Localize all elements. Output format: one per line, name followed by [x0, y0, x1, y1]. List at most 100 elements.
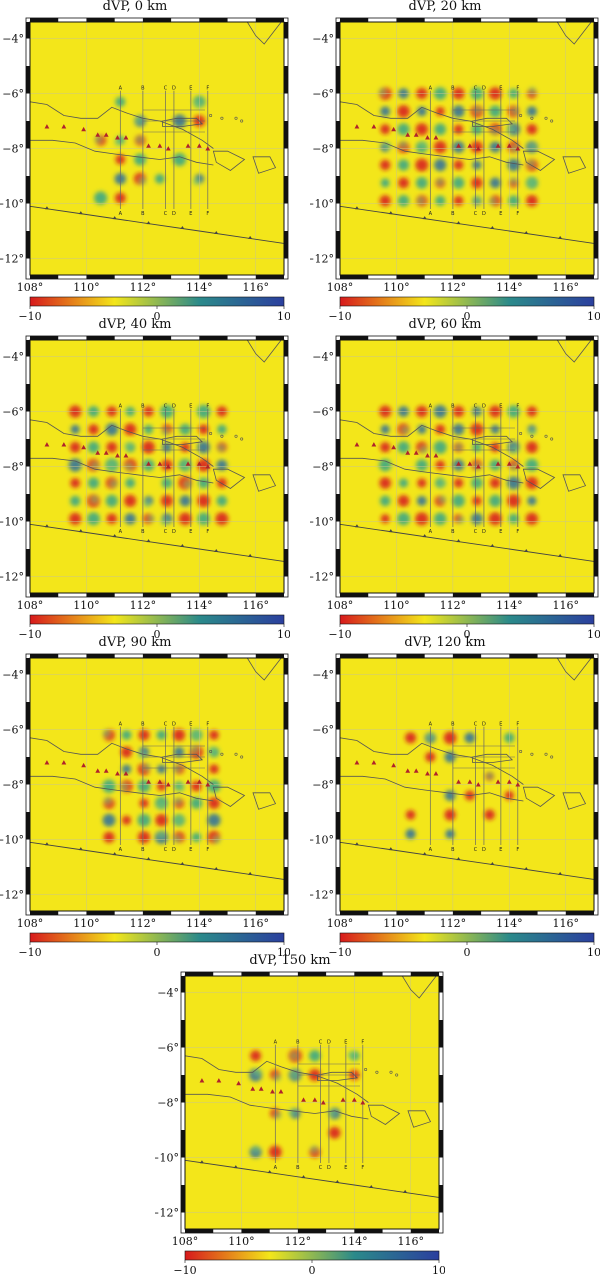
volcano-icon — [495, 461, 501, 466]
volcano-icon — [205, 146, 211, 151]
profile-label-bottom: E — [189, 211, 192, 217]
map-panel: dVP, 0 kmAABBCCDDEEFF−4°−6°−8°−10°−12°10… — [0, 0, 290, 320]
lat-tick-label: −10° — [310, 198, 334, 211]
profile-label-bottom: F — [516, 211, 519, 217]
volcano-icon — [371, 124, 377, 129]
lon-tick-label: 116° — [243, 281, 270, 294]
lat-tick-label: −4° — [2, 33, 24, 46]
volcano-markers — [354, 124, 521, 151]
lon-tick-label: 110° — [228, 1235, 255, 1248]
lon-tick-label: 112° — [285, 1235, 312, 1248]
volcano-icon — [413, 132, 419, 137]
lat-tick-label: −8° — [312, 143, 334, 156]
profile-label-top: E — [189, 85, 192, 91]
lat-tick-label: −12° — [0, 571, 24, 584]
lat-tick-label: −12° — [155, 1207, 179, 1220]
colorbar-tick-label: −10 — [328, 946, 351, 956]
volcano-icon — [196, 461, 202, 466]
profile-label-top: B — [451, 85, 455, 91]
volcano-icon — [354, 760, 360, 765]
profile-label-top: B — [141, 85, 145, 91]
map-svg: AABBCCDDEEFF−4°−6°−8°−10°−12°108°110°112… — [0, 335, 290, 638]
profile-label-top: D — [172, 721, 176, 727]
volcano-icon — [413, 450, 419, 455]
volcano-icon — [205, 782, 211, 787]
panel-title: dVP, 60 km — [408, 317, 482, 332]
profile-label-top: E — [189, 721, 192, 727]
profile-label-top: C — [164, 403, 168, 409]
volcano-icon — [103, 450, 109, 455]
lat-tick-label: −12° — [310, 889, 334, 902]
profile-label-bottom: C — [474, 847, 478, 853]
colorbar-tick-label: 0 — [154, 946, 161, 956]
volcano-icon — [81, 126, 87, 132]
lon-tick-label: 112° — [130, 599, 157, 612]
profile-label-bottom: A — [429, 529, 433, 535]
profile-label-top: C — [474, 403, 478, 409]
volcano-icon — [95, 132, 101, 137]
profile-label-bottom: A — [429, 847, 433, 853]
volcano-icon — [413, 768, 419, 773]
lat-tick-label: −10° — [310, 834, 334, 847]
trench-line — [30, 523, 284, 562]
map-frame — [335, 653, 599, 916]
profile-label-bottom: A — [274, 1165, 278, 1171]
volcano-icon — [340, 1097, 346, 1102]
profile-label-bottom: A — [429, 211, 433, 217]
volcano-icon — [81, 444, 87, 450]
volcano-icon — [405, 768, 411, 773]
volcano-icon — [515, 464, 521, 469]
lat-tick-label: −8° — [312, 461, 334, 474]
lon-tick-label: 116° — [243, 599, 270, 612]
profile-label-bottom: D — [482, 529, 486, 535]
colorbar-tick-label: −10 — [328, 310, 351, 320]
colorbar — [339, 296, 595, 307]
colorbar-tick-label: 0 — [309, 1264, 316, 1274]
colorbar — [29, 932, 285, 943]
lon-tick-label: 116° — [553, 599, 580, 612]
graticule — [30, 340, 284, 593]
lon-tick-label: 112° — [440, 917, 467, 930]
profile-label-top: A — [119, 403, 123, 409]
profile-label-top: F — [516, 403, 519, 409]
volcano-icon — [475, 782, 481, 787]
volcano-icon — [123, 771, 129, 776]
map-panel: dVP, 60 kmAABBCCDDEEFF−4°−6°−8°−10°−12°1… — [310, 317, 600, 639]
map-panel: dVP, 120 kmAABBCCDDEEFF−4°−6°−8°−10°−12°… — [310, 636, 600, 957]
lon-tick-label: 110° — [383, 599, 410, 612]
lat-tick-label: −6° — [2, 88, 24, 101]
volcano-icon — [433, 453, 439, 458]
lon-tick-label: 108° — [17, 917, 44, 930]
volcano-icon — [115, 771, 120, 776]
profile-label-bottom: B — [451, 529, 455, 535]
lat-tick-label: −8° — [2, 143, 24, 156]
profile-label-top: A — [429, 85, 433, 91]
lon-tick-label: 108° — [17, 281, 44, 294]
profile-label-bottom: B — [141, 529, 145, 535]
volcano-icon — [157, 143, 163, 148]
volcano-icon — [425, 453, 430, 458]
profile-label-top: E — [499, 721, 502, 727]
profile-label-top: B — [451, 721, 455, 727]
colorbar-tick-label: 10 — [587, 310, 600, 320]
profile-label-bottom: F — [516, 529, 519, 535]
volcano-icon — [456, 461, 461, 466]
graticule — [30, 658, 284, 911]
map-panel: dVP, 90 kmAABBCCDDEEFF−4°−6°−8°−10°−12°1… — [0, 635, 290, 957]
volcano-icon — [196, 143, 202, 148]
map-svg: AABBCCDDEEFF−4°−6°−8°−10°−12°108°110°112… — [155, 971, 445, 1274]
volcano-icon — [146, 461, 151, 466]
map-panel: dVP, 150 kmAABBCCDDEEFF−4°−6°−8°−10°−12°… — [155, 954, 445, 1275]
colorbar-tick-label: 0 — [154, 628, 161, 638]
volcano-icon — [425, 771, 430, 776]
volcano-icon — [360, 1100, 366, 1105]
trench-line — [340, 205, 594, 244]
volcano-icon — [205, 464, 211, 469]
coastline — [30, 340, 284, 562]
lat-tick-label: −8° — [312, 779, 334, 792]
profile-label-bottom: C — [319, 1165, 323, 1171]
panel-title: dVP, 90 km — [98, 635, 172, 650]
lat-tick-label: −10° — [0, 198, 24, 211]
graticule — [340, 22, 594, 275]
profile-label-bottom: D — [172, 847, 176, 853]
